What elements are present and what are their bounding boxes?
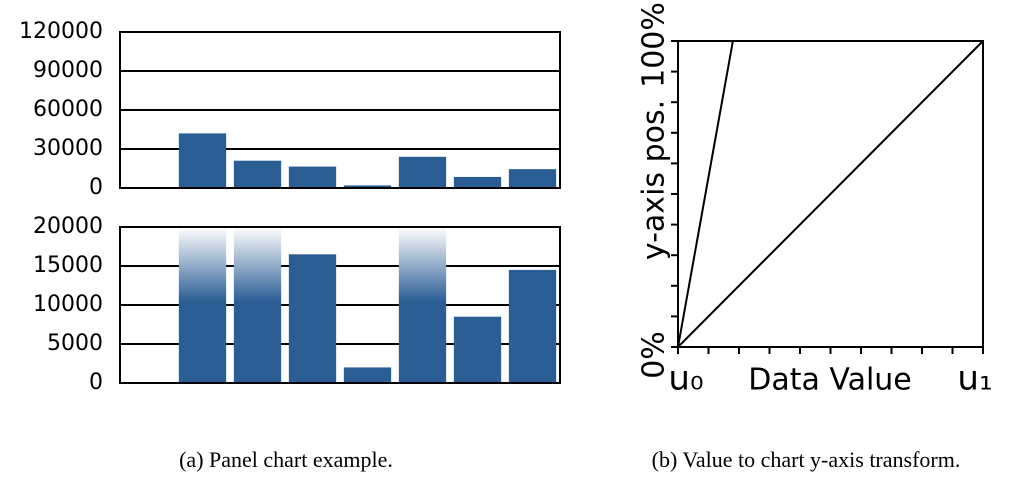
y-tick-label: 100% <box>637 2 672 88</box>
line <box>677 40 984 348</box>
y-tick-label: 120000 <box>19 19 103 44</box>
bar <box>398 156 447 188</box>
y-tick-label: 20000 <box>33 214 103 239</box>
bar <box>343 367 392 383</box>
y-tick-label: 10000 <box>33 292 103 317</box>
bar <box>233 160 282 188</box>
plot-frame <box>119 226 561 384</box>
y-tick-label: 90000 <box>33 58 103 83</box>
bar <box>343 185 392 188</box>
bar <box>288 254 337 383</box>
y-axis-label: y-axis pos. <box>637 100 672 260</box>
x-tick-label: u₁ <box>957 359 992 399</box>
line <box>677 40 734 348</box>
y-tick-label: 5000 <box>47 331 103 356</box>
y-tick-label: 30000 <box>33 136 103 161</box>
y-tick-label: 15000 <box>33 253 103 278</box>
y-tick-label: 0 <box>89 370 103 395</box>
bar <box>453 176 502 188</box>
bar <box>233 227 282 383</box>
bar <box>508 169 557 188</box>
bar <box>178 227 227 383</box>
bar <box>508 269 557 383</box>
y-tick-label: 60000 <box>33 97 103 122</box>
caption: (b) Value to chart y-axis transform. <box>652 447 961 472</box>
bar <box>453 316 502 383</box>
y-tick-label: 0% <box>637 331 672 379</box>
x-tick-label: u₀ <box>668 359 703 399</box>
bars <box>178 227 557 383</box>
y-tick-label: 0 <box>89 175 103 200</box>
x-axis-label: Data Value <box>748 363 912 398</box>
bar <box>398 227 447 383</box>
plot-frame <box>119 31 561 189</box>
caption: (a) Panel chart example. <box>179 447 393 472</box>
bar <box>178 133 227 188</box>
bar <box>288 166 337 188</box>
bars <box>178 133 557 188</box>
